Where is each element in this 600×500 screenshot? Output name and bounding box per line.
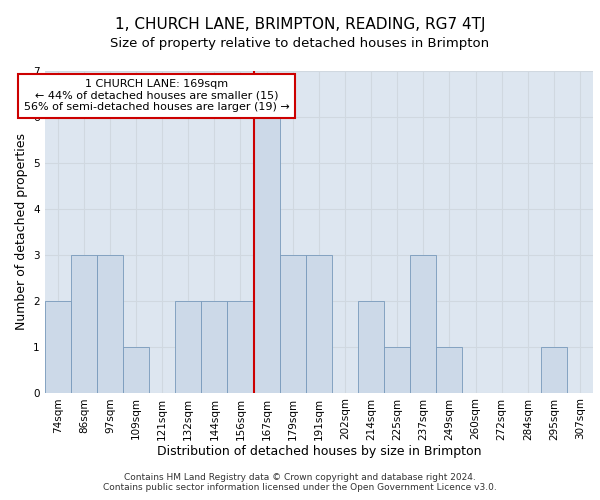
Bar [306, 254, 332, 392]
Text: 1, CHURCH LANE, BRIMPTON, READING, RG7 4TJ: 1, CHURCH LANE, BRIMPTON, READING, RG7 4… [115, 18, 485, 32]
Bar [358, 300, 384, 392]
Bar [541, 346, 567, 393]
Bar [254, 117, 280, 392]
Bar [384, 346, 410, 393]
Bar [44, 300, 71, 392]
Bar [410, 254, 436, 392]
Bar [436, 346, 463, 393]
Text: 1 CHURCH LANE: 169sqm
← 44% of detached houses are smaller (15)
56% of semi-deta: 1 CHURCH LANE: 169sqm ← 44% of detached … [24, 79, 290, 112]
Text: Contains HM Land Registry data © Crown copyright and database right 2024.
Contai: Contains HM Land Registry data © Crown c… [103, 473, 497, 492]
Bar [175, 300, 202, 392]
Bar [97, 254, 123, 392]
Y-axis label: Number of detached properties: Number of detached properties [14, 133, 28, 330]
Bar [71, 254, 97, 392]
X-axis label: Distribution of detached houses by size in Brimpton: Distribution of detached houses by size … [157, 445, 481, 458]
Bar [280, 254, 306, 392]
Bar [123, 346, 149, 393]
Bar [227, 300, 254, 392]
Text: Size of property relative to detached houses in Brimpton: Size of property relative to detached ho… [110, 38, 490, 51]
Bar [202, 300, 227, 392]
